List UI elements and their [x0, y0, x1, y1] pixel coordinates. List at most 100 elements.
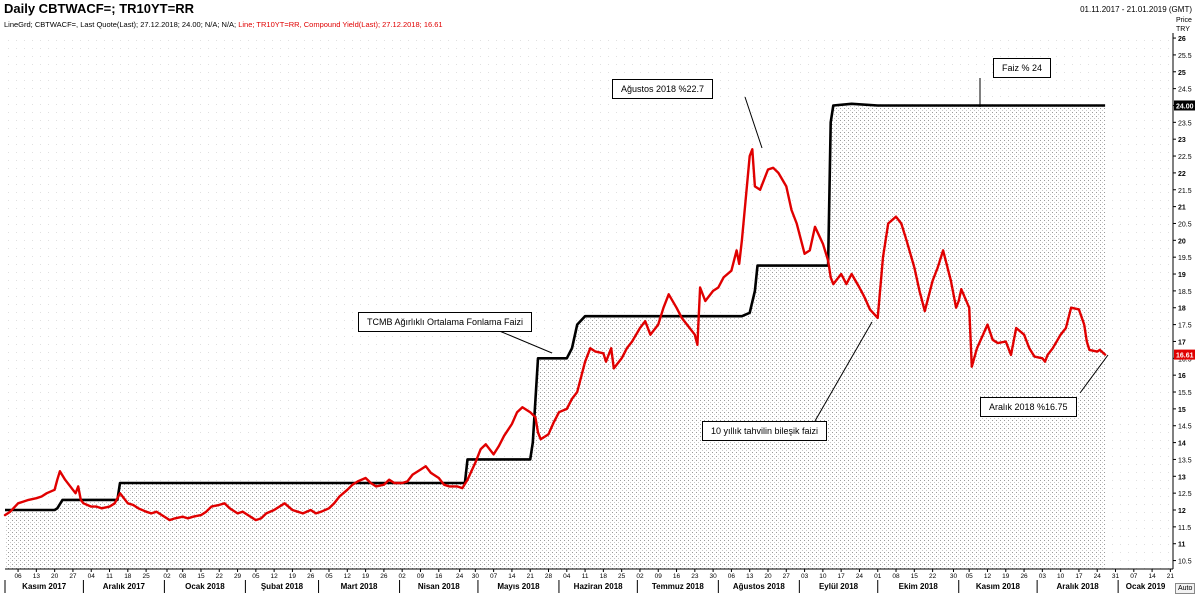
x-tick-label: 09 [655, 573, 663, 580]
y-tick-label: 25.5 [1178, 53, 1192, 60]
x-tick-label: 09 [417, 573, 425, 580]
x-tick-label: 01 [874, 573, 882, 580]
x-tick-label: 13 [746, 573, 754, 580]
annotation-tcmb: TCMB Ağırlıklı Ortalama Fonlama Faizi [358, 312, 533, 332]
x-tick-label: 02 [636, 573, 644, 580]
x-tick-label: 31 [1112, 573, 1120, 580]
x-tick-label: 14 [508, 573, 516, 580]
y-tick-label: 11.5 [1178, 525, 1191, 532]
month-label: Ağustos 2018 [733, 582, 786, 591]
x-tick-label: 17 [838, 573, 846, 580]
month-label: Temmuz 2018 [652, 582, 704, 591]
callout-line-agustos [744, 96, 763, 149]
x-tick-label: 24 [856, 573, 864, 580]
price-axis-header: Price TRY [1176, 16, 1192, 34]
currency-label: TRY [1176, 26, 1190, 33]
x-tick-label: 21 [527, 573, 535, 580]
x-tick-label: 14 [1148, 573, 1156, 580]
x-tick-label: 30 [472, 573, 480, 580]
month-label: Ocak 2018 [185, 582, 225, 591]
y-tick-label: 21.5 [1178, 188, 1192, 195]
x-tick-label: 05 [252, 573, 260, 580]
x-tick-label: 24 [456, 573, 464, 580]
y-tick-label: 19.5 [1178, 255, 1192, 262]
month-label: Şubat 2018 [261, 582, 304, 591]
x-tick-label: 03 [1039, 573, 1047, 580]
month-label: Mayıs 2018 [497, 582, 540, 591]
month-label: Ekim 2018 [899, 582, 939, 591]
y-tick-label: 24.5 [1178, 87, 1192, 94]
y-tick-label: 20.5 [1178, 221, 1192, 228]
chart-title: Daily CBTWACF=; TR10YT=RR [4, 1, 194, 16]
x-tick-label: 07 [490, 573, 498, 580]
x-tick-label: 05 [966, 573, 974, 580]
y-tick-label: 22 [1178, 171, 1186, 178]
y-tick-label: 15.5 [1178, 390, 1192, 397]
last-value-badge-black [1174, 100, 1195, 111]
x-tick-label: 08 [892, 573, 900, 580]
callout-line-tahvil [814, 321, 873, 422]
x-tick-label: 20 [764, 573, 772, 580]
month-label: Nisan 2018 [418, 582, 460, 591]
annotation-faiz: Faiz % 24 [993, 58, 1052, 78]
x-tick-label: 28 [545, 573, 553, 580]
x-tick-label: 25 [618, 573, 626, 580]
auto-scale-button[interactable]: Auto [1175, 583, 1196, 594]
y-tick-label: 14 [1178, 441, 1186, 448]
callout-line-aralik [1079, 354, 1109, 394]
last-value-badge-black-text: 24.00 [1176, 103, 1194, 110]
y-tick-label: 10.5 [1178, 559, 1192, 566]
y-tick-label: 14.5 [1178, 424, 1192, 431]
month-label: Eylül 2018 [819, 582, 859, 591]
x-tick-label: 10 [819, 573, 827, 580]
x-tick-label: 15 [911, 573, 919, 580]
series-line-tr10yt [3, 148, 1107, 522]
x-tick-label: 06 [728, 573, 736, 580]
y-tick-label: 26 [1178, 36, 1186, 43]
y-tick-label: 13 [1178, 474, 1186, 481]
x-tick-label: 06 [14, 573, 22, 580]
y-tick-label: 20 [1178, 238, 1186, 245]
x-tick-label: 29 [234, 573, 242, 580]
last-value-badge-red-text: 16.61 [1176, 353, 1194, 360]
y-tick-label: 12 [1178, 508, 1186, 515]
legend: LineGrd; CBTWACF=, Last Quote(Last); 27.… [4, 20, 443, 29]
x-tick-label: 20 [51, 573, 59, 580]
legend-black-series: LineGrd; CBTWACF=, Last Quote(Last); 27.… [4, 20, 237, 29]
legend-red-series: Line; TR10YT=RR, Compound Yield(Last); 2… [238, 20, 443, 29]
x-tick-label: 19 [1002, 573, 1010, 580]
price-label: Price [1176, 17, 1192, 24]
y-tick-label: 19 [1178, 272, 1186, 279]
x-tick-label: 25 [142, 573, 150, 580]
y-tick-label: 25 [1178, 70, 1186, 77]
annotation-aralik: Aralık 2018 %16.75 [980, 397, 1077, 417]
callout-line-tcmb [496, 329, 553, 354]
x-tick-label: 17 [1075, 573, 1083, 580]
y-tick-label: 16 [1178, 373, 1186, 380]
y-tick-label: 23.5 [1178, 120, 1192, 127]
x-tick-label: 19 [362, 573, 370, 580]
x-tick-label: 26 [1020, 573, 1028, 580]
y-tick-label: 23 [1178, 137, 1186, 144]
x-tick-label: 27 [783, 573, 791, 580]
x-tick-label: 24 [1094, 573, 1102, 580]
x-tick-label: 12 [271, 573, 279, 580]
month-label: Mart 2018 [341, 582, 378, 591]
x-tick-label: 22 [216, 573, 224, 580]
annotation-tahvil: 10 yıllık tahvilin bileşik faizi [702, 421, 828, 441]
month-label: Ocak 2019 [1126, 582, 1166, 591]
x-tick-label: 05 [325, 573, 333, 580]
x-tick-label: 16 [435, 573, 443, 580]
x-tick-label: 27 [69, 573, 77, 580]
date-range: 01.11.2017 - 21.01.2019 (GMT) [1080, 5, 1192, 14]
month-label: Aralık 2017 [103, 582, 146, 591]
x-tick-label: 08 [179, 573, 187, 580]
x-tick-label: 02 [399, 573, 407, 580]
month-label: Aralık 2018 [1056, 582, 1099, 591]
x-tick-label: 16 [673, 573, 681, 580]
x-tick-label: 03 [801, 573, 809, 580]
y-tick-label: 16.5 [1178, 356, 1192, 363]
x-tick-label: 02 [163, 573, 171, 580]
y-tick-label: 12.5 [1178, 491, 1192, 498]
